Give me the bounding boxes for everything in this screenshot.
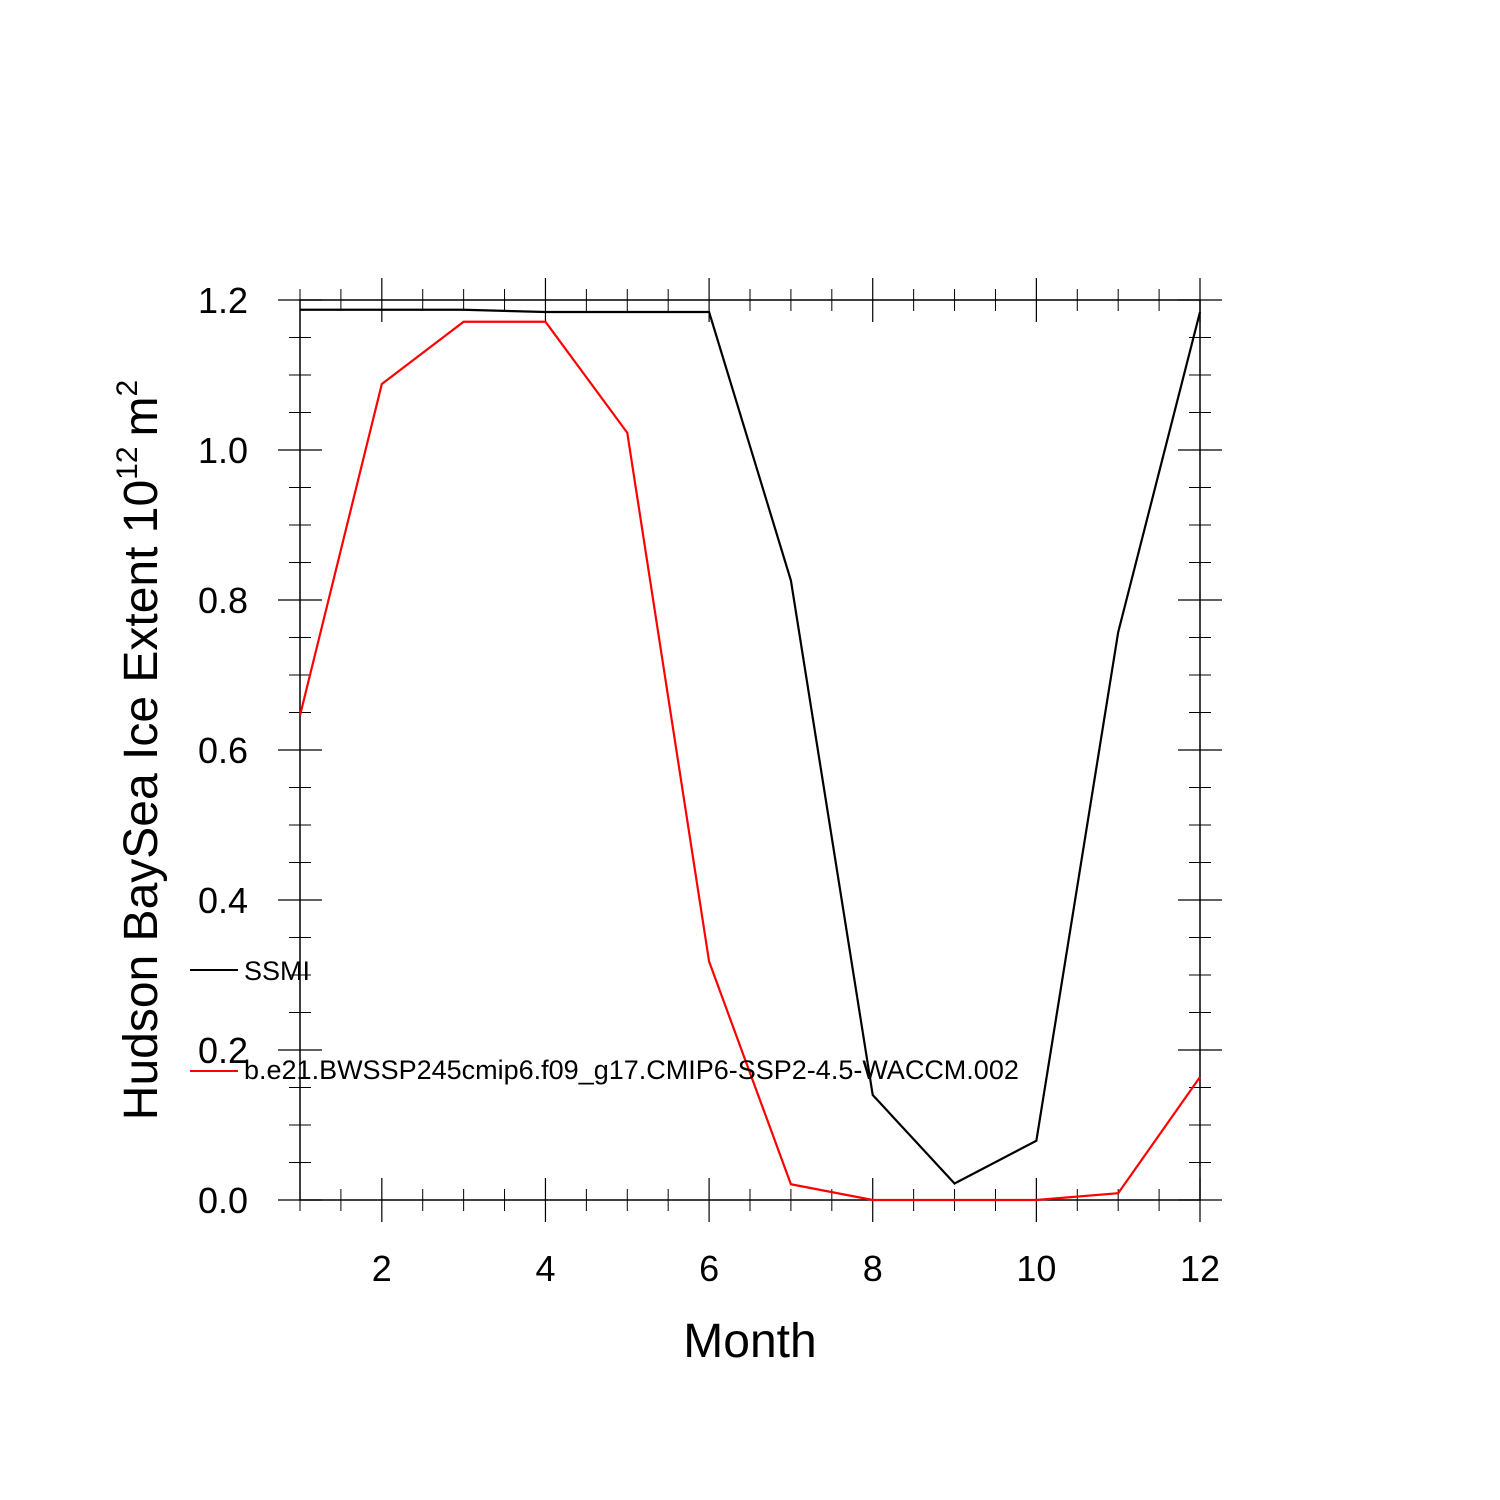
x-axis-title: Month xyxy=(683,1315,816,1368)
y-tick-label: 0.4 xyxy=(198,880,248,921)
y-axis-title: Hudson BaySea Ice Extent 1012 m2 xyxy=(111,380,168,1120)
series-line-ssmi xyxy=(300,308,1202,1185)
y-tick-label: 0.6 xyxy=(198,730,248,771)
series-line-model xyxy=(298,320,1201,1202)
y-axis-title-exponent: 12 xyxy=(111,446,144,479)
legend-label-ssmi: SSMI xyxy=(244,956,310,986)
series-layer xyxy=(298,308,1202,1202)
y-tick-label: 0.8 xyxy=(198,580,248,621)
legend: SSMI b.e21.BWSSP245cmip6.f09_g17.CMIP6-S… xyxy=(190,956,1019,1085)
y-axis-title-unit-exponent: 2 xyxy=(111,380,144,397)
x-tick-label: 10 xyxy=(1016,1248,1056,1289)
x-tick-label: 6 xyxy=(699,1248,719,1289)
x-tick-label: 2 xyxy=(372,1248,392,1289)
y-tick-label: 1.0 xyxy=(198,430,248,471)
y-axis-title-unit: m xyxy=(115,396,168,436)
plot-frame xyxy=(299,299,1201,1201)
y-tick-label: 0.0 xyxy=(198,1180,248,1221)
x-tick-label: 8 xyxy=(863,1248,883,1289)
tick-labels: 2 4 6 8 10 12 0.0 0.2 0.4 0.6 0.8 1.0 1.2 xyxy=(198,280,1220,1289)
y-axis-title-main: Hudson BaySea Ice Extent 10 xyxy=(115,480,168,1120)
x-tick-label: 4 xyxy=(535,1248,555,1289)
x-tick-label: 12 xyxy=(1180,1248,1220,1289)
y-tick-label: 0.2 xyxy=(198,1030,248,1071)
legend-label-model: b.e21.BWSSP245cmip6.f09_g17.CMIP6-SSP2-4… xyxy=(244,1055,1019,1085)
y-tick-label: 1.2 xyxy=(198,280,248,321)
